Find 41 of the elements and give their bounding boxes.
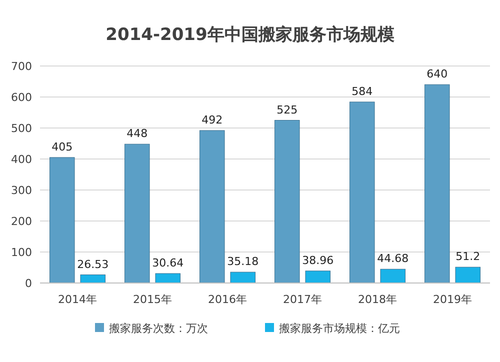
bar bbox=[274, 120, 300, 284]
data-label: 405 bbox=[52, 140, 73, 154]
y-tick-label: 500 bbox=[11, 122, 32, 135]
x-tick-label: 2017年 bbox=[283, 293, 322, 306]
x-tick-label: 2015年 bbox=[133, 293, 172, 306]
x-tick-label: 2019年 bbox=[433, 293, 472, 306]
data-label: 35.18 bbox=[227, 255, 259, 268]
y-tick-label: 400 bbox=[11, 153, 32, 166]
data-label: 38.96 bbox=[302, 254, 334, 267]
data-label: 492 bbox=[202, 113, 223, 126]
legend-label: 搬家服务市场规模：亿元 bbox=[279, 322, 400, 335]
bar bbox=[200, 130, 225, 284]
bar bbox=[350, 102, 375, 284]
data-label: 26.53 bbox=[77, 258, 109, 271]
data-label: 640 bbox=[426, 68, 448, 81]
y-tick-label: 100 bbox=[11, 246, 32, 259]
x-tick-label: 2016年 bbox=[208, 293, 247, 306]
x-tick-label: 2018年 bbox=[358, 293, 397, 306]
y-tick-label: 600 bbox=[11, 91, 32, 104]
bar bbox=[230, 272, 256, 284]
bar bbox=[424, 84, 450, 284]
x-tick-label: 2014年 bbox=[58, 293, 97, 306]
data-label: 51.2 bbox=[456, 250, 480, 264]
bar bbox=[455, 266, 480, 284]
y-tick-label: 300 bbox=[11, 184, 32, 197]
bar bbox=[124, 144, 150, 284]
bar bbox=[80, 274, 106, 284]
bar bbox=[155, 273, 180, 284]
y-tick-label: 200 bbox=[11, 215, 32, 228]
data-label: 584 bbox=[352, 84, 373, 98]
bar bbox=[50, 157, 75, 284]
data-label: 525 bbox=[276, 103, 298, 116]
data-label: 44.68 bbox=[377, 252, 409, 266]
bar bbox=[380, 268, 406, 284]
chart-title: 2014-2019年中国搬家服务市场规模 bbox=[106, 25, 394, 45]
data-label: 30.64 bbox=[152, 256, 184, 270]
bar bbox=[305, 270, 330, 284]
data-label: 448 bbox=[126, 127, 148, 140]
y-tick-label: 0 bbox=[25, 277, 32, 290]
legend-label: 搬家服务次数：万次 bbox=[109, 322, 208, 335]
y-tick-label: 700 bbox=[11, 60, 32, 73]
